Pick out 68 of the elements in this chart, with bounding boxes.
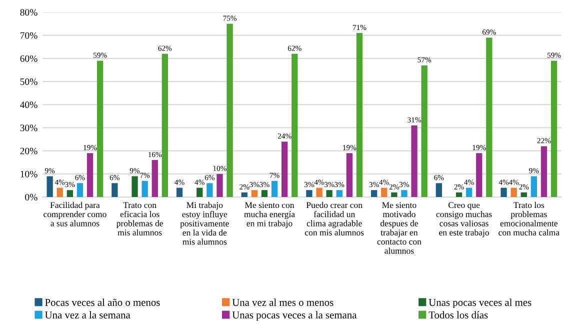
bar <box>336 190 342 198</box>
bar <box>292 54 298 198</box>
y-tick-label: 60% <box>20 55 38 62</box>
bar <box>456 192 462 198</box>
bar <box>356 33 363 198</box>
bar <box>176 188 183 198</box>
bar <box>86 153 94 198</box>
bar <box>251 190 258 198</box>
bar <box>381 188 388 198</box>
bar <box>540 146 548 198</box>
x-tick-label: Creo que consigo muchas cosas valiosas en este trabajo <box>436 202 492 238</box>
bar <box>306 190 312 198</box>
bar <box>421 65 428 198</box>
y-tick-label: 50% <box>20 78 38 86</box>
y-tick-label: 40% <box>20 102 38 108</box>
x-tick-label: Me siento motivado despues de trabajar en contacto con alumnos <box>377 202 422 254</box>
bar <box>326 190 332 198</box>
bar <box>346 153 353 198</box>
legend-label: Unas pocas veces a la semana <box>232 311 357 321</box>
bar <box>66 190 74 198</box>
bar <box>261 190 268 198</box>
x-tick-label: Mi trabajo estoy influye positivamente en la vida de mis alumnos <box>180 202 229 245</box>
bar <box>486 38 492 198</box>
bar <box>530 176 538 198</box>
bar <box>152 160 158 198</box>
bar <box>132 176 138 198</box>
bar <box>271 180 278 198</box>
bar <box>216 174 223 198</box>
bar <box>401 190 408 198</box>
bar <box>391 192 398 198</box>
x-tick-label: Puedo crear con facilidad un clima agradable con mis alumnos <box>305 202 364 236</box>
bar <box>241 192 248 198</box>
bar <box>436 183 442 198</box>
y-tick-label: 70% <box>20 32 38 39</box>
bar <box>282 142 288 198</box>
bar <box>370 190 378 198</box>
bar <box>550 60 558 198</box>
bar <box>226 24 233 198</box>
bar <box>500 188 507 198</box>
bar <box>46 176 53 198</box>
bar <box>196 188 203 198</box>
y-tick-label: 30% <box>20 124 38 132</box>
bar <box>466 188 472 198</box>
x-tick-label: Facilidad para comprender como a sus alumnos <box>44 202 106 226</box>
x-tick-label: Trato los problemas emocionalmente con mucha calma <box>498 202 560 236</box>
bar <box>162 54 168 198</box>
bar <box>142 180 148 198</box>
legend-label: Una vez a la semana <box>45 311 130 319</box>
bar <box>476 153 482 198</box>
legend-label: Unas pocas veces al mes <box>428 298 532 308</box>
bar <box>56 188 63 198</box>
legend-label: Pocas veces al año o menos <box>45 298 160 306</box>
bar <box>112 183 118 198</box>
bar <box>206 183 213 198</box>
bar <box>510 188 517 198</box>
legend-label: Una vez al mes o menos <box>232 298 334 306</box>
bar <box>76 183 84 198</box>
bar <box>316 188 322 198</box>
x-tick-label: Me siento con mucha energía en mi trabajo <box>244 202 295 228</box>
y-tick-label: 80% <box>20 9 38 16</box>
bar <box>97 60 104 198</box>
bar <box>411 125 418 198</box>
y-tick-label: 20% <box>20 148 38 154</box>
x-tick-label: Trato con eficacia los problemas de mis alumnos <box>116 202 163 236</box>
legend-label: Todos los días <box>428 311 488 319</box>
bar <box>520 192 527 198</box>
y-tick-label: 10% <box>20 170 38 178</box>
y-tick-label: 0% <box>25 194 38 201</box>
